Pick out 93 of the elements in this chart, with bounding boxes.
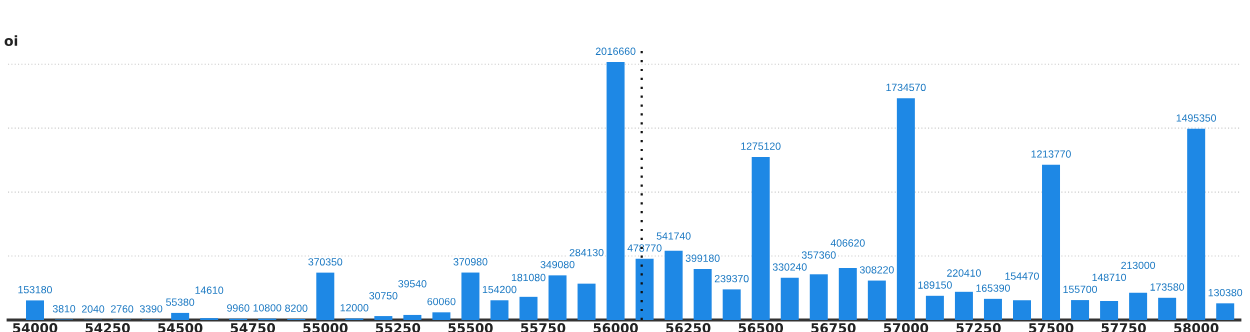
bar (809, 274, 828, 320)
x-tick-label: 55500 (448, 323, 493, 332)
bar (693, 268, 712, 320)
bar (548, 275, 567, 320)
x-tick-label: 57000 (883, 323, 929, 332)
data-label: 3390 (139, 305, 163, 313)
bar (577, 283, 596, 320)
data-label: 308220 (859, 266, 894, 274)
data-label: 9960 (227, 304, 250, 312)
data-label: 30750 (369, 292, 398, 300)
bar (867, 280, 886, 320)
data-label: 173580 (1150, 283, 1185, 291)
data-label: 2040 (81, 305, 105, 313)
bar (606, 62, 625, 320)
data-label: 1495350 (1176, 114, 1217, 122)
data-label: 154470 (1005, 272, 1039, 280)
bar (896, 98, 915, 320)
data-label: 14610 (195, 286, 224, 294)
x-tick-label: 54000 (13, 323, 58, 332)
x-tick-label: 55250 (375, 323, 421, 332)
data-label: 165390 (976, 284, 1010, 292)
data-label: 213000 (1121, 261, 1156, 270)
data-label: 239370 (714, 274, 749, 283)
bar (316, 272, 335, 320)
data-label: 284130 (569, 248, 604, 257)
bar (1158, 297, 1177, 320)
data-label: 330240 (772, 263, 807, 271)
data-label: 478770 (627, 244, 662, 252)
bar (1100, 300, 1119, 320)
bar (722, 289, 741, 320)
bar (432, 312, 451, 320)
bar (1012, 300, 1031, 320)
data-label: 1275120 (741, 142, 781, 150)
data-label: 3810 (52, 305, 76, 313)
data-label: 349080 (540, 260, 575, 269)
data-label: 60060 (427, 297, 456, 306)
bar (635, 258, 654, 320)
bar (1042, 164, 1061, 320)
bar (26, 300, 44, 320)
x-tick-label: 58000 (1174, 323, 1219, 332)
bar (664, 250, 683, 320)
bar (1129, 292, 1148, 320)
data-label: 130380 (1208, 288, 1243, 297)
y-axis-title: oi (4, 35, 18, 47)
x-tick-label: 54500 (158, 323, 203, 332)
x-tick-label: 57750 (1101, 323, 1146, 332)
bar (519, 296, 538, 320)
bar (171, 312, 190, 320)
data-label: 1213770 (1031, 150, 1071, 158)
bar (983, 298, 1002, 320)
bar (403, 314, 422, 320)
x-tick-label: 55750 (521, 323, 566, 332)
data-label: 541740 (656, 232, 691, 240)
bar (1071, 300, 1090, 320)
data-label: 357360 (801, 251, 836, 259)
data-label: 189150 (918, 281, 952, 289)
data-label: 12000 (340, 304, 369, 312)
bar (461, 272, 480, 320)
data-label: 153180 (18, 285, 52, 294)
data-label: 1734570 (886, 83, 926, 92)
x-tick-label: 57500 (1029, 323, 1074, 332)
x-tick-label: 54250 (85, 323, 130, 332)
data-label: 181080 (511, 273, 546, 282)
data-label: 39540 (398, 280, 427, 288)
bar (925, 295, 944, 320)
data-label: 55380 (166, 298, 195, 306)
x-tick-label: 54750 (230, 323, 276, 332)
data-label: 370980 (453, 258, 488, 266)
bar (751, 156, 770, 320)
data-label: 220410 (947, 269, 981, 277)
data-label: 155700 (1063, 285, 1098, 294)
x-tick-label: 56500 (738, 323, 784, 332)
data-label: 10800 (253, 304, 282, 312)
x-tick-label: 56250 (666, 323, 711, 332)
data-label: 406620 (830, 239, 865, 247)
data-label: 2016660 (595, 47, 636, 55)
data-label: 154200 (482, 285, 517, 294)
x-tick-label: 55000 (303, 323, 348, 332)
bar (1216, 303, 1235, 320)
data-label: 399180 (685, 254, 720, 262)
data-label: 370350 (308, 258, 343, 266)
x-tick-label: 57250 (956, 323, 1001, 332)
bar (954, 291, 973, 320)
bar (374, 316, 393, 320)
bar (490, 300, 509, 320)
data-label: 2760 (111, 305, 134, 313)
x-tick-label: 56000 (593, 323, 638, 332)
bar (780, 277, 799, 320)
data-label: 148710 (1092, 273, 1127, 282)
data-label: 8200 (285, 304, 308, 312)
x-tick-label: 56750 (811, 323, 856, 332)
bar (1187, 128, 1206, 320)
bar (838, 267, 857, 320)
